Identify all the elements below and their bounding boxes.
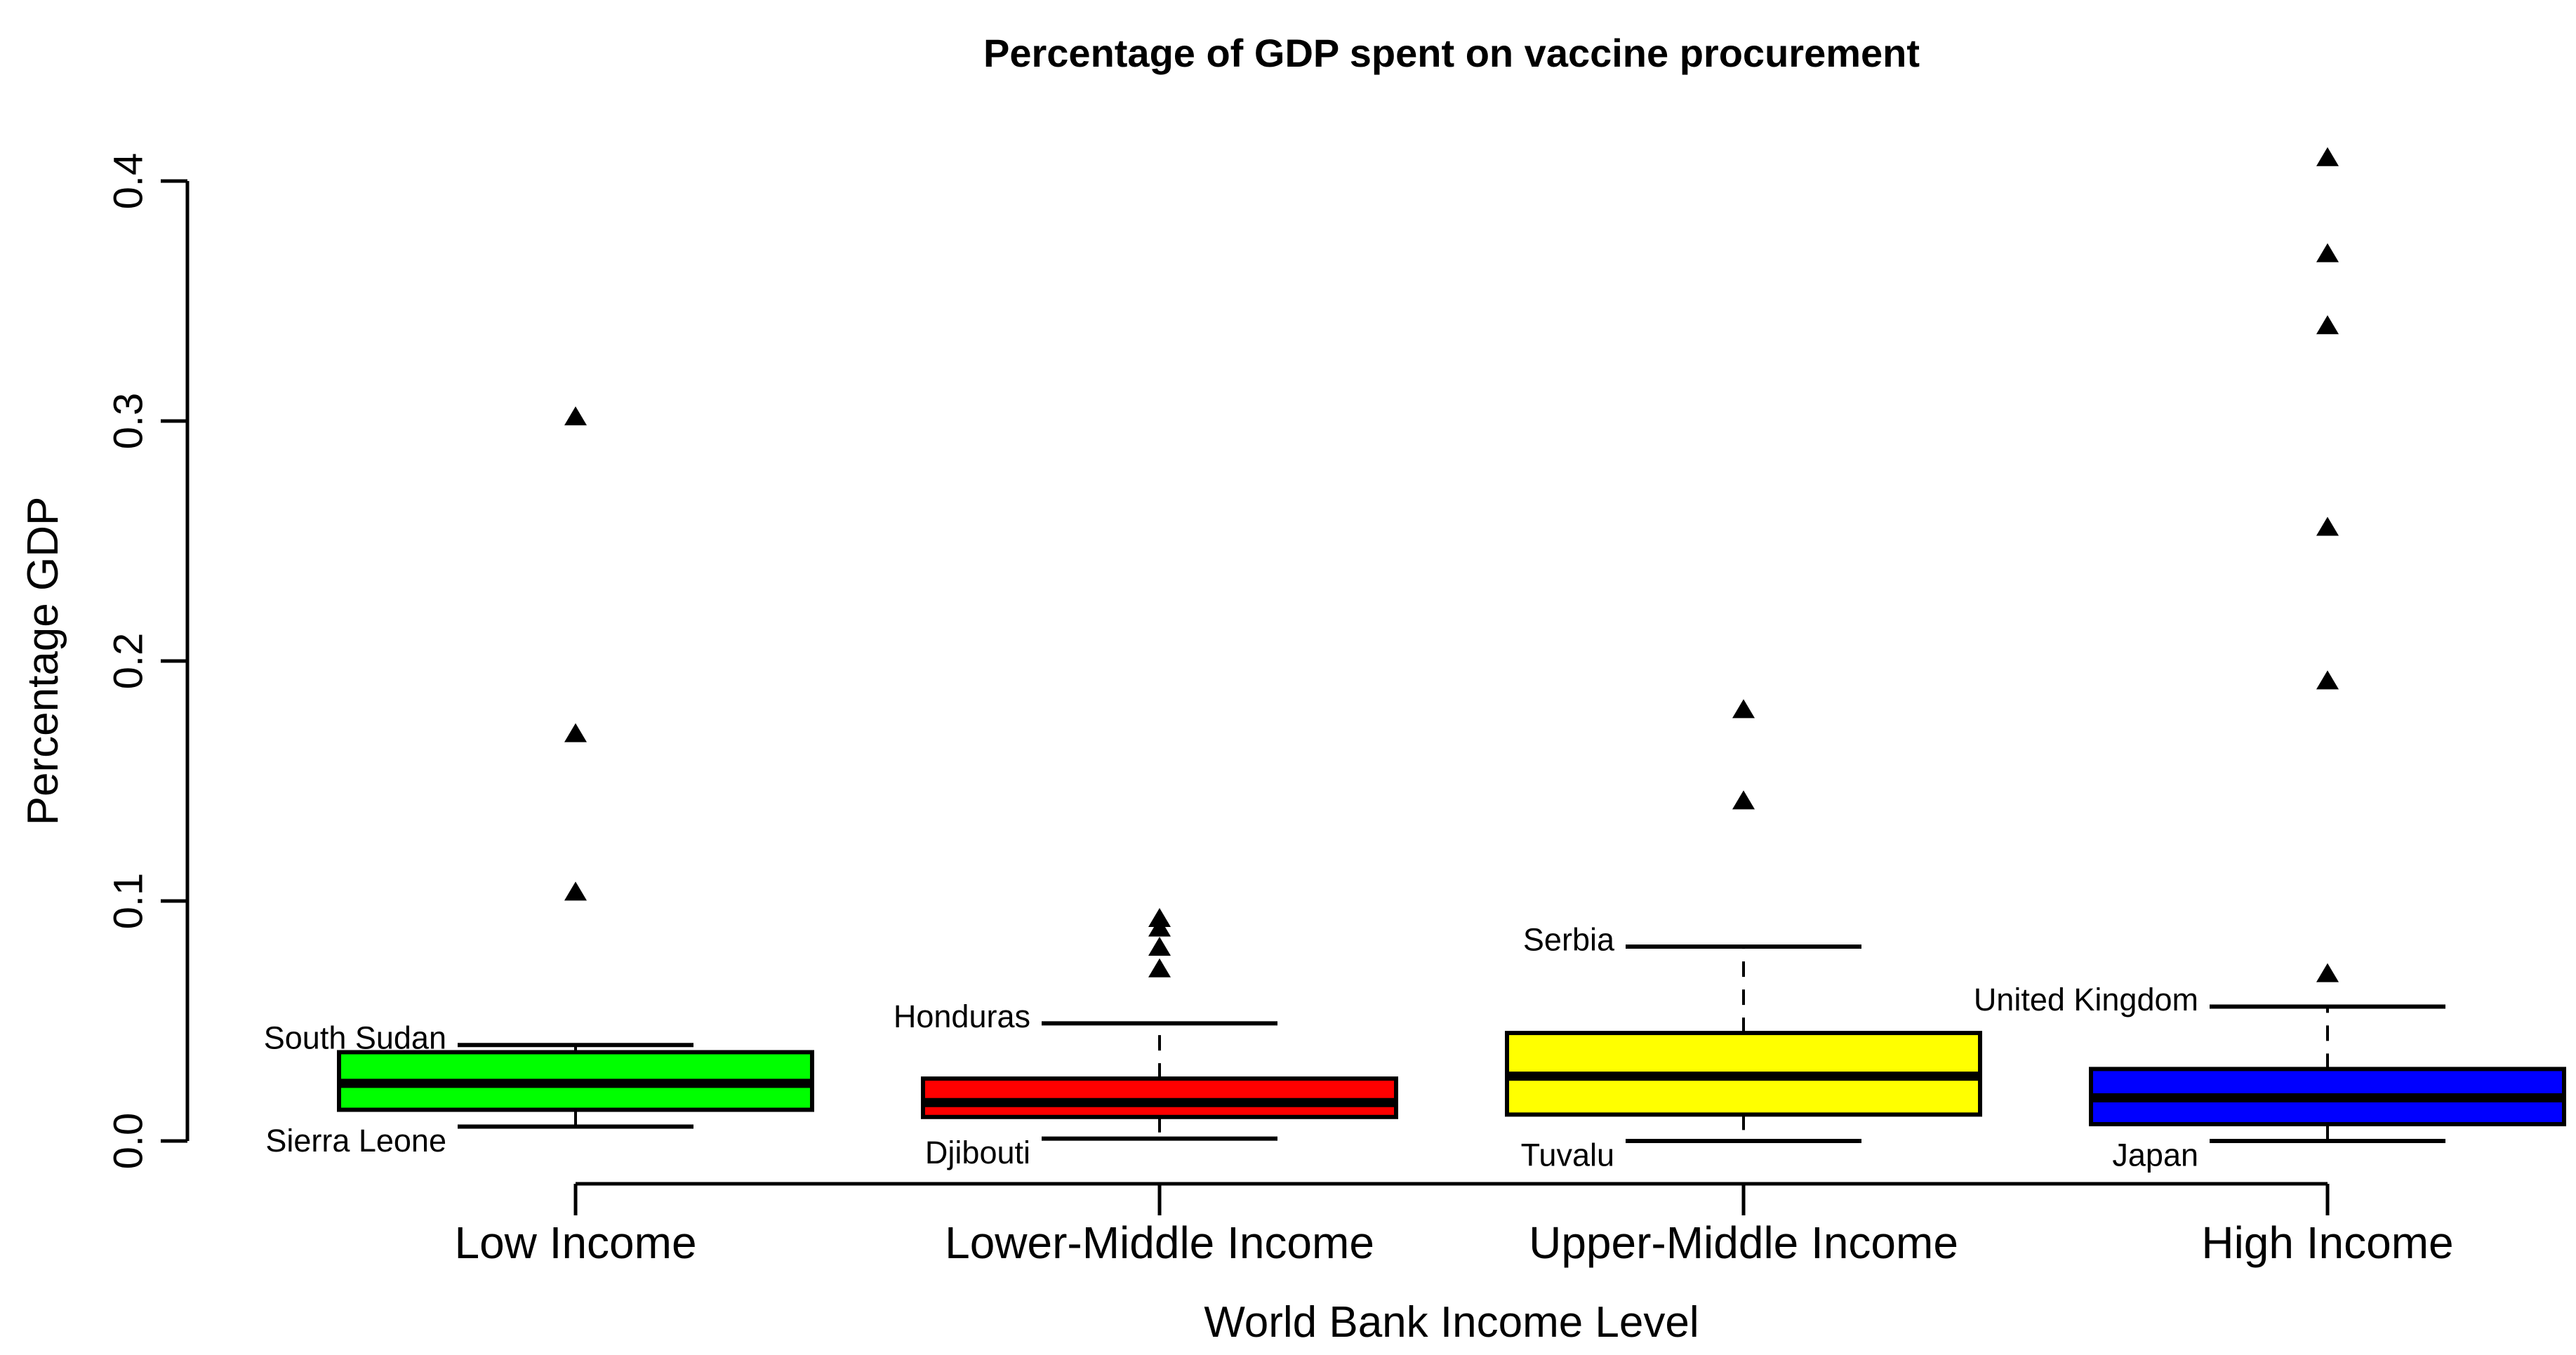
y-axis: 0.0 0.1 0.2 0.3 0.4 [106, 153, 190, 1170]
annotation-label-united-kingdom: United Kingdom [1974, 982, 2198, 1017]
outlier-low-income-0 [564, 881, 587, 901]
box-group-upper-middle-income: Serbia Tuvalu [1505, 699, 1982, 1173]
annotation-label-sierra-leone: Sierra Leone [265, 1123, 446, 1159]
x-axis: Low Income Lower-Middle Income Upper-Middl… [454, 1182, 2454, 1268]
y-axis-label: Percentage GDP [19, 497, 67, 826]
x-axis-label: World Bank Income Level [1204, 1298, 1699, 1347]
box-groups: South Sudan Sierra Leone Honduras Djibouti S… [264, 147, 2566, 1173]
outlier-lower-middle-income-1 [1148, 936, 1171, 956]
annotation-label-honduras: Honduras [894, 999, 1030, 1034]
outlier-lower-middle-income-2 [1148, 917, 1171, 937]
x-tick-label-upper-middle-income: Upper-Middle Income [1529, 1217, 1958, 1268]
y-tick-label-0.0: 0.0 [106, 1113, 152, 1170]
y-tick-label-0.2: 0.2 [106, 633, 152, 690]
outlier-high-income-2 [2316, 516, 2339, 536]
outlier-low-income-2 [564, 406, 587, 426]
outlier-upper-middle-income-0 [1732, 790, 1755, 810]
box-group-lower-middle-income: Honduras Djibouti [894, 907, 1398, 1170]
x-tick-label-lower-middle-income: Lower-Middle Income [945, 1217, 1374, 1268]
box-group-low-income: South Sudan Sierra Leone [264, 406, 814, 1159]
outlier-high-income-3 [2316, 315, 2339, 335]
chart-title: Percentage of GDP spent on vaccine procu… [983, 31, 1920, 75]
outlier-upper-middle-income-1 [1732, 699, 1755, 719]
x-tick-label-low-income: Low Income [454, 1217, 696, 1268]
y-tick-label-0.3: 0.3 [106, 393, 152, 450]
annotation-label-djibouti: Djibouti [925, 1135, 1030, 1170]
outlier-high-income-5 [2316, 147, 2339, 166]
outlier-high-income-4 [2316, 243, 2339, 262]
annotation-label-south-sudan: South Sudan [264, 1020, 446, 1056]
annotation-label-serbia: Serbia [1523, 921, 1615, 957]
outlier-lower-middle-income-3 [1148, 907, 1171, 927]
outlier-low-income-1 [564, 723, 587, 742]
box-group-high-income: United Kingdom Japan [1974, 147, 2566, 1173]
box-lower-middle-income [921, 1076, 1398, 1119]
outlier-high-income-0 [2316, 963, 2339, 982]
annotation-label-japan: Japan [2112, 1137, 2198, 1173]
annotation-label-tuvalu: Tuvalu [1521, 1137, 1614, 1173]
y-tick-label-0.4: 0.4 [106, 153, 152, 210]
outlier-lower-middle-income-0 [1148, 958, 1171, 977]
outlier-high-income-1 [2316, 670, 2339, 690]
y-tick-label-0.1: 0.1 [106, 873, 152, 930]
x-tick-label-high-income: High Income [2201, 1217, 2453, 1268]
